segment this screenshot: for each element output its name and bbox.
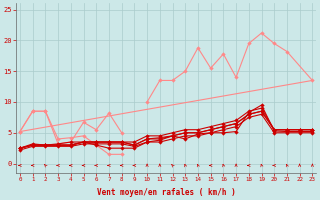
X-axis label: Vent moyen/en rafales ( km/h ): Vent moyen/en rafales ( km/h ) xyxy=(97,188,236,197)
